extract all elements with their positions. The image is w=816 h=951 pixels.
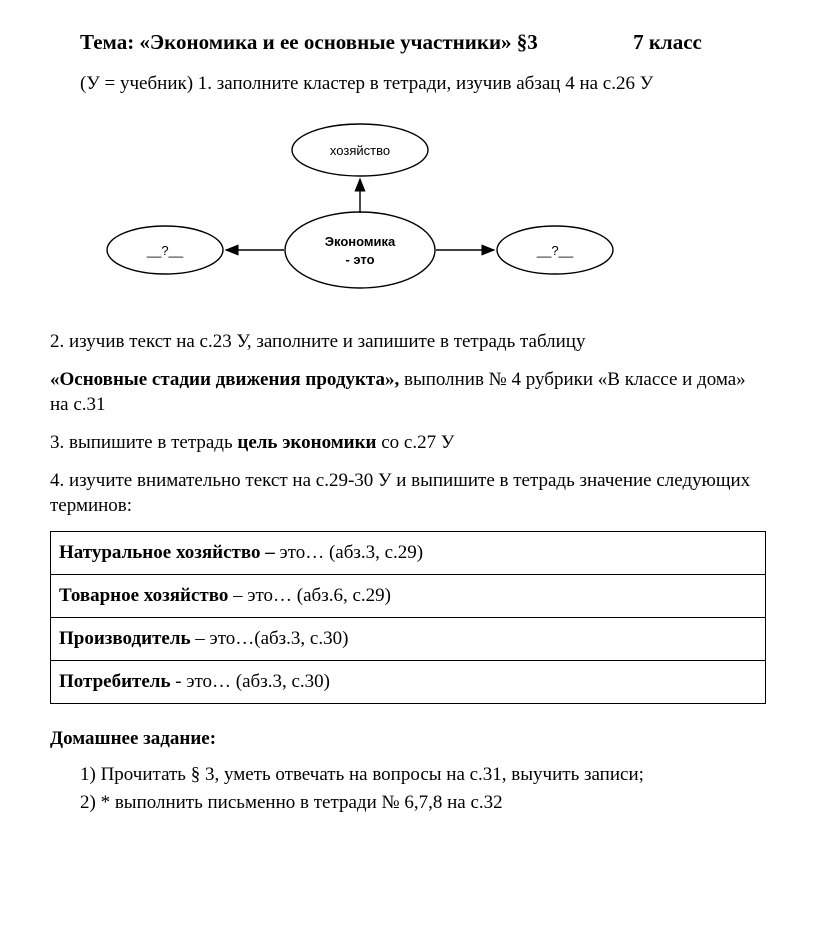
term-cell: Товарное хозяйство – это… (абз.6, с.29) <box>51 574 766 617</box>
list-item: 2) * выполнить письменно в тетради № 6,7… <box>80 792 766 814</box>
term-cell: Производитель – это…(абз.3, с.30) <box>51 617 766 660</box>
table-row: Потребитель - это… (абз.3, с.30) <box>51 660 766 703</box>
term-name: Производитель <box>59 628 191 649</box>
task-3-bold: цель экономики <box>237 432 376 453</box>
homework-list: 1) Прочитать § 3, уметь отвечать на вопр… <box>50 764 766 814</box>
term-rest: - это… (абз.3, с.30) <box>171 671 330 692</box>
task-3-pre: 3. выпишите в тетрадь <box>50 432 237 453</box>
svg-text:- это: - это <box>345 252 374 267</box>
task-3: 3. выпишите в тетрадь цель экономики со … <box>50 430 766 456</box>
task-3-post: со с.27 У <box>377 432 455 453</box>
task-2-line2: «Основные стадии движения продукта», вып… <box>50 367 766 418</box>
terms-table: Натуральное хозяйство – это… (абз.3, с.2… <box>50 531 766 704</box>
page-title: Тема: «Экономика и ее основные участники… <box>50 30 766 55</box>
term-rest: это… (абз.3, с.29) <box>279 542 423 563</box>
term-cell: Натуральное хозяйство – это… (абз.3, с.2… <box>51 531 766 574</box>
title-text: Тема: «Экономика и ее основные участники… <box>80 30 538 54</box>
table-row: Натуральное хозяйство – это… (абз.3, с.2… <box>51 531 766 574</box>
term-rest: – это… (абз.6, с.29) <box>228 585 391 606</box>
svg-text:хозяйство: хозяйство <box>330 143 390 158</box>
diagram-svg: хозяйство Экономика - это __?__ __?__ <box>50 105 670 305</box>
svg-text:Экономика: Экономика <box>325 234 396 249</box>
term-name: Товарное хозяйство <box>59 585 228 606</box>
table-row: Товарное хозяйство – это… (абз.6, с.29) <box>51 574 766 617</box>
svg-text:__?__: __?__ <box>536 243 574 258</box>
title-grade: 7 класс <box>633 30 702 55</box>
task-4-text: 4. изучите внимательно текст на с.29-30 … <box>50 468 766 519</box>
task-2-line1: 2. изучив текст на с.23 У, заполните и з… <box>50 329 766 355</box>
cluster-diagram: хозяйство Экономика - это __?__ __?__ <box>50 105 766 311</box>
task-1: (У = учебник) 1. заполните кластер в тет… <box>80 73 766 95</box>
term-name: Натуральное хозяйство – <box>59 542 279 563</box>
svg-text:__?__: __?__ <box>146 243 184 258</box>
homework-header: Домашнее задание: <box>50 728 766 750</box>
list-item: 1) Прочитать § 3, уметь отвечать на вопр… <box>80 764 766 786</box>
term-name: Потребитель <box>59 671 171 692</box>
task-4: 4. изучите внимательно текст на с.29-30 … <box>50 468 766 519</box>
term-cell: Потребитель - это… (абз.3, с.30) <box>51 660 766 703</box>
term-rest: – это…(абз.3, с.30) <box>191 628 349 649</box>
table-row: Производитель – это…(абз.3, с.30) <box>51 617 766 660</box>
task-2-bold: «Основные стадии движения продукта», <box>50 369 404 390</box>
